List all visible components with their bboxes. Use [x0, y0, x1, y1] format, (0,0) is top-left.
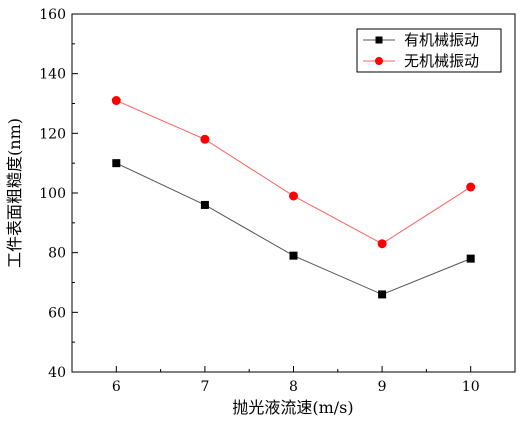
legend-label-series-2: 无机械振动	[404, 52, 479, 70]
series-2-point	[466, 182, 476, 192]
legend-marker-series-2	[375, 57, 383, 65]
x-tick-label: 9	[378, 379, 387, 395]
series-1-point	[466, 254, 475, 263]
x-tick-label: 6	[112, 379, 121, 395]
y-tick-label: 120	[39, 126, 66, 142]
series-2-point	[377, 239, 387, 249]
y-tick-label: 100	[39, 186, 66, 202]
y-tick-label: 140	[39, 67, 66, 83]
y-axis-title: 工件表面粗糙度(nm)	[5, 118, 24, 268]
legend-box	[356, 28, 502, 73]
x-tick-label: 7	[200, 379, 209, 395]
series-2-point	[111, 96, 121, 106]
series-1-point	[289, 251, 298, 260]
series-1-point	[112, 159, 121, 168]
series-2-point	[200, 134, 210, 144]
series-1-point	[200, 200, 209, 209]
ticks-layer: 40 60 80 100 120 140 160 6 7 8 9 10	[39, 7, 479, 395]
x-tick-label: 10	[462, 379, 480, 395]
legend: 有机械振动 无机械振动	[356, 28, 502, 73]
legend-label-series-1: 有机械振动	[404, 31, 479, 49]
x-tick-label: 8	[289, 379, 298, 395]
y-tick-label: 80	[48, 246, 66, 262]
series-layer	[111, 96, 476, 299]
y-tick-label: 60	[48, 305, 66, 321]
series-2-line	[116, 100, 471, 245]
y-tick-label: 160	[39, 7, 66, 23]
series-1-line	[116, 162, 471, 295]
x-axis-title: 抛光液流速(m/s)	[232, 398, 353, 417]
series-2-point	[289, 191, 298, 201]
legend-marker-series-1	[375, 36, 383, 44]
y-tick-label: 40	[48, 365, 66, 381]
series-1-point	[378, 290, 387, 299]
